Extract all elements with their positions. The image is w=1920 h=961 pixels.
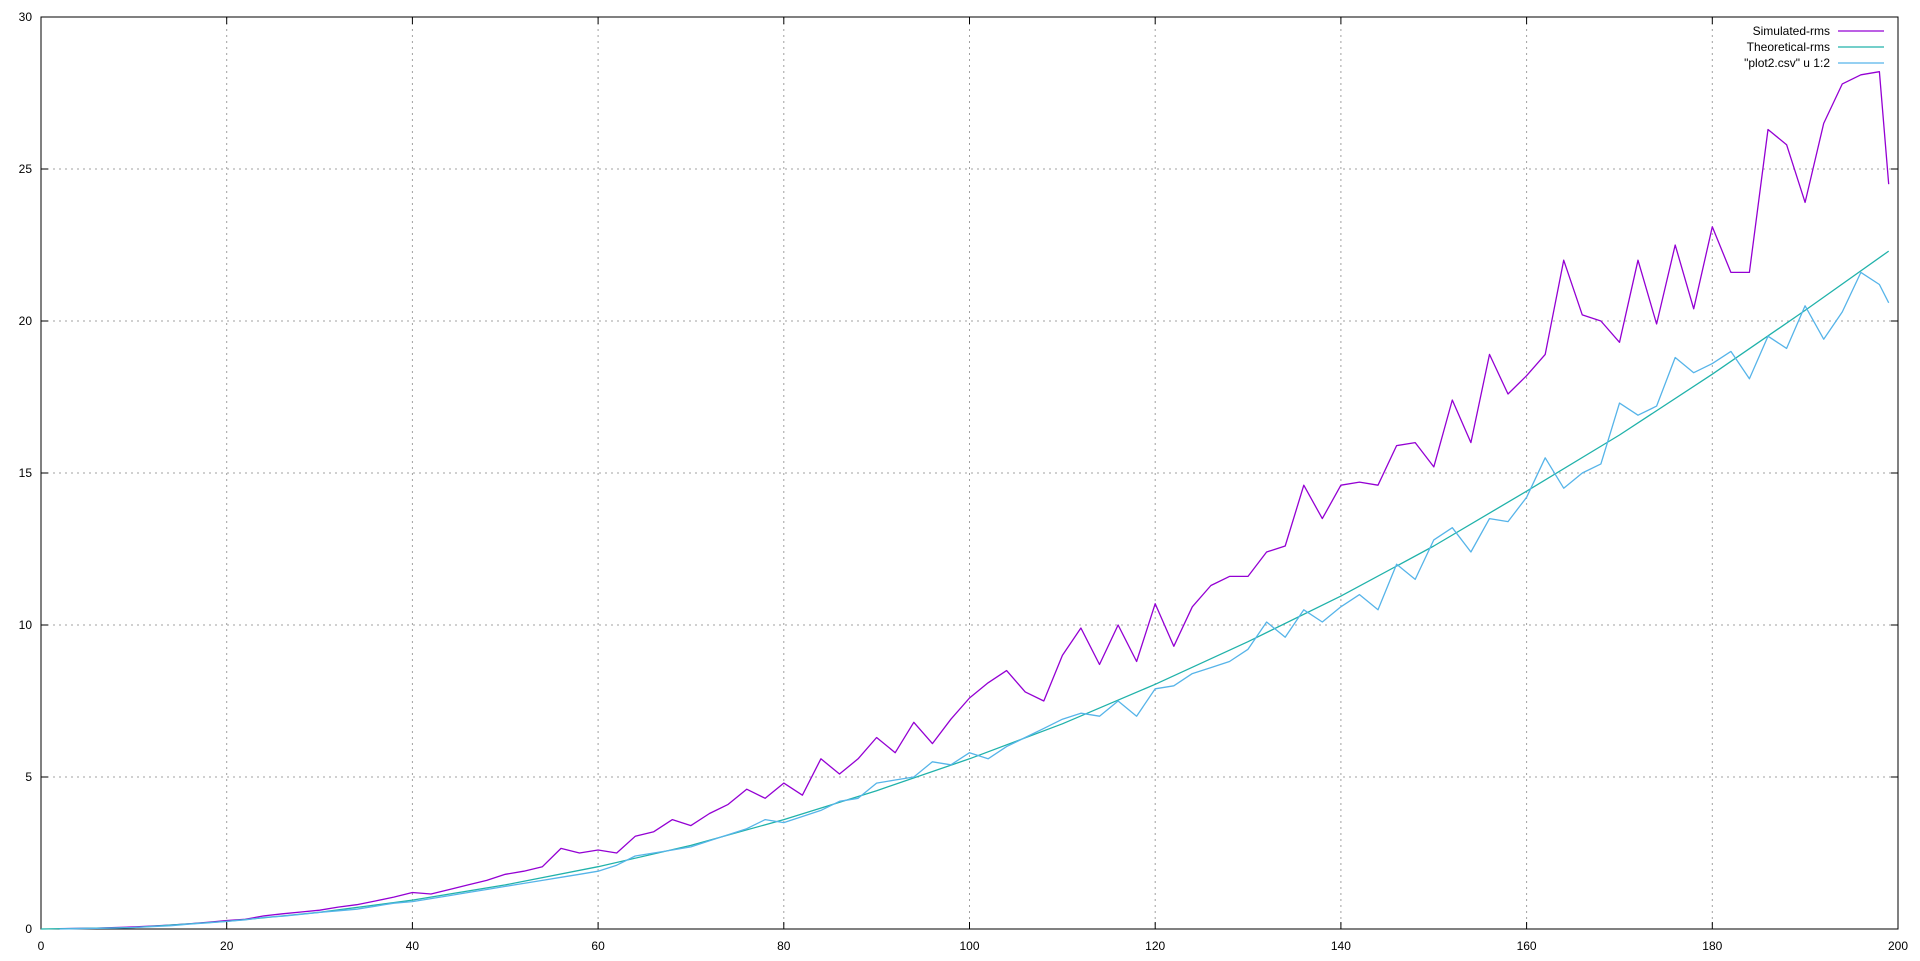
x-tick-label: 200 [1888, 939, 1908, 953]
y-tick-label: 10 [19, 618, 33, 632]
grid-layer [41, 17, 1898, 929]
series-line-theoretical-rms [40, 250, 1890, 930]
x-tick-label: 0 [38, 939, 45, 953]
y-tick-label: 5 [25, 770, 32, 784]
x-tick-label: 140 [1331, 939, 1351, 953]
y-tick-label: 25 [19, 162, 33, 176]
series-layer [40, 71, 1890, 930]
x-tick-label: 60 [591, 939, 605, 953]
legend-label: "plot2.csv" u 1:2 [1744, 56, 1830, 70]
axis-layer: 0 20 40 60 80 100 120 140 160 180 200 0 5 10 15 20 25 30 [19, 10, 1909, 953]
x-tick-label: 20 [220, 939, 234, 953]
x-tick-label: 120 [1145, 939, 1165, 953]
x-tick-label: 80 [777, 939, 791, 953]
legend: Simulated-rms Theoretical-rms "plot2.csv" … [1744, 24, 1884, 70]
legend-label: Simulated-rms [1753, 24, 1830, 38]
x-tick-label: 100 [959, 939, 979, 953]
x-tick-label: 180 [1702, 939, 1722, 953]
legend-label: Theoretical-rms [1747, 40, 1830, 54]
x-tick-label: 160 [1517, 939, 1537, 953]
series-line-plot2-csv-u-1-2 [59, 271, 1890, 930]
y-tick-label: 0 [25, 922, 32, 936]
y-tick-label: 15 [19, 466, 33, 480]
x-tick-label: 40 [406, 939, 420, 953]
y-tick-label: 20 [19, 314, 33, 328]
series-line-simulated-rms [59, 71, 1890, 930]
y-tick-label: 30 [19, 10, 33, 24]
